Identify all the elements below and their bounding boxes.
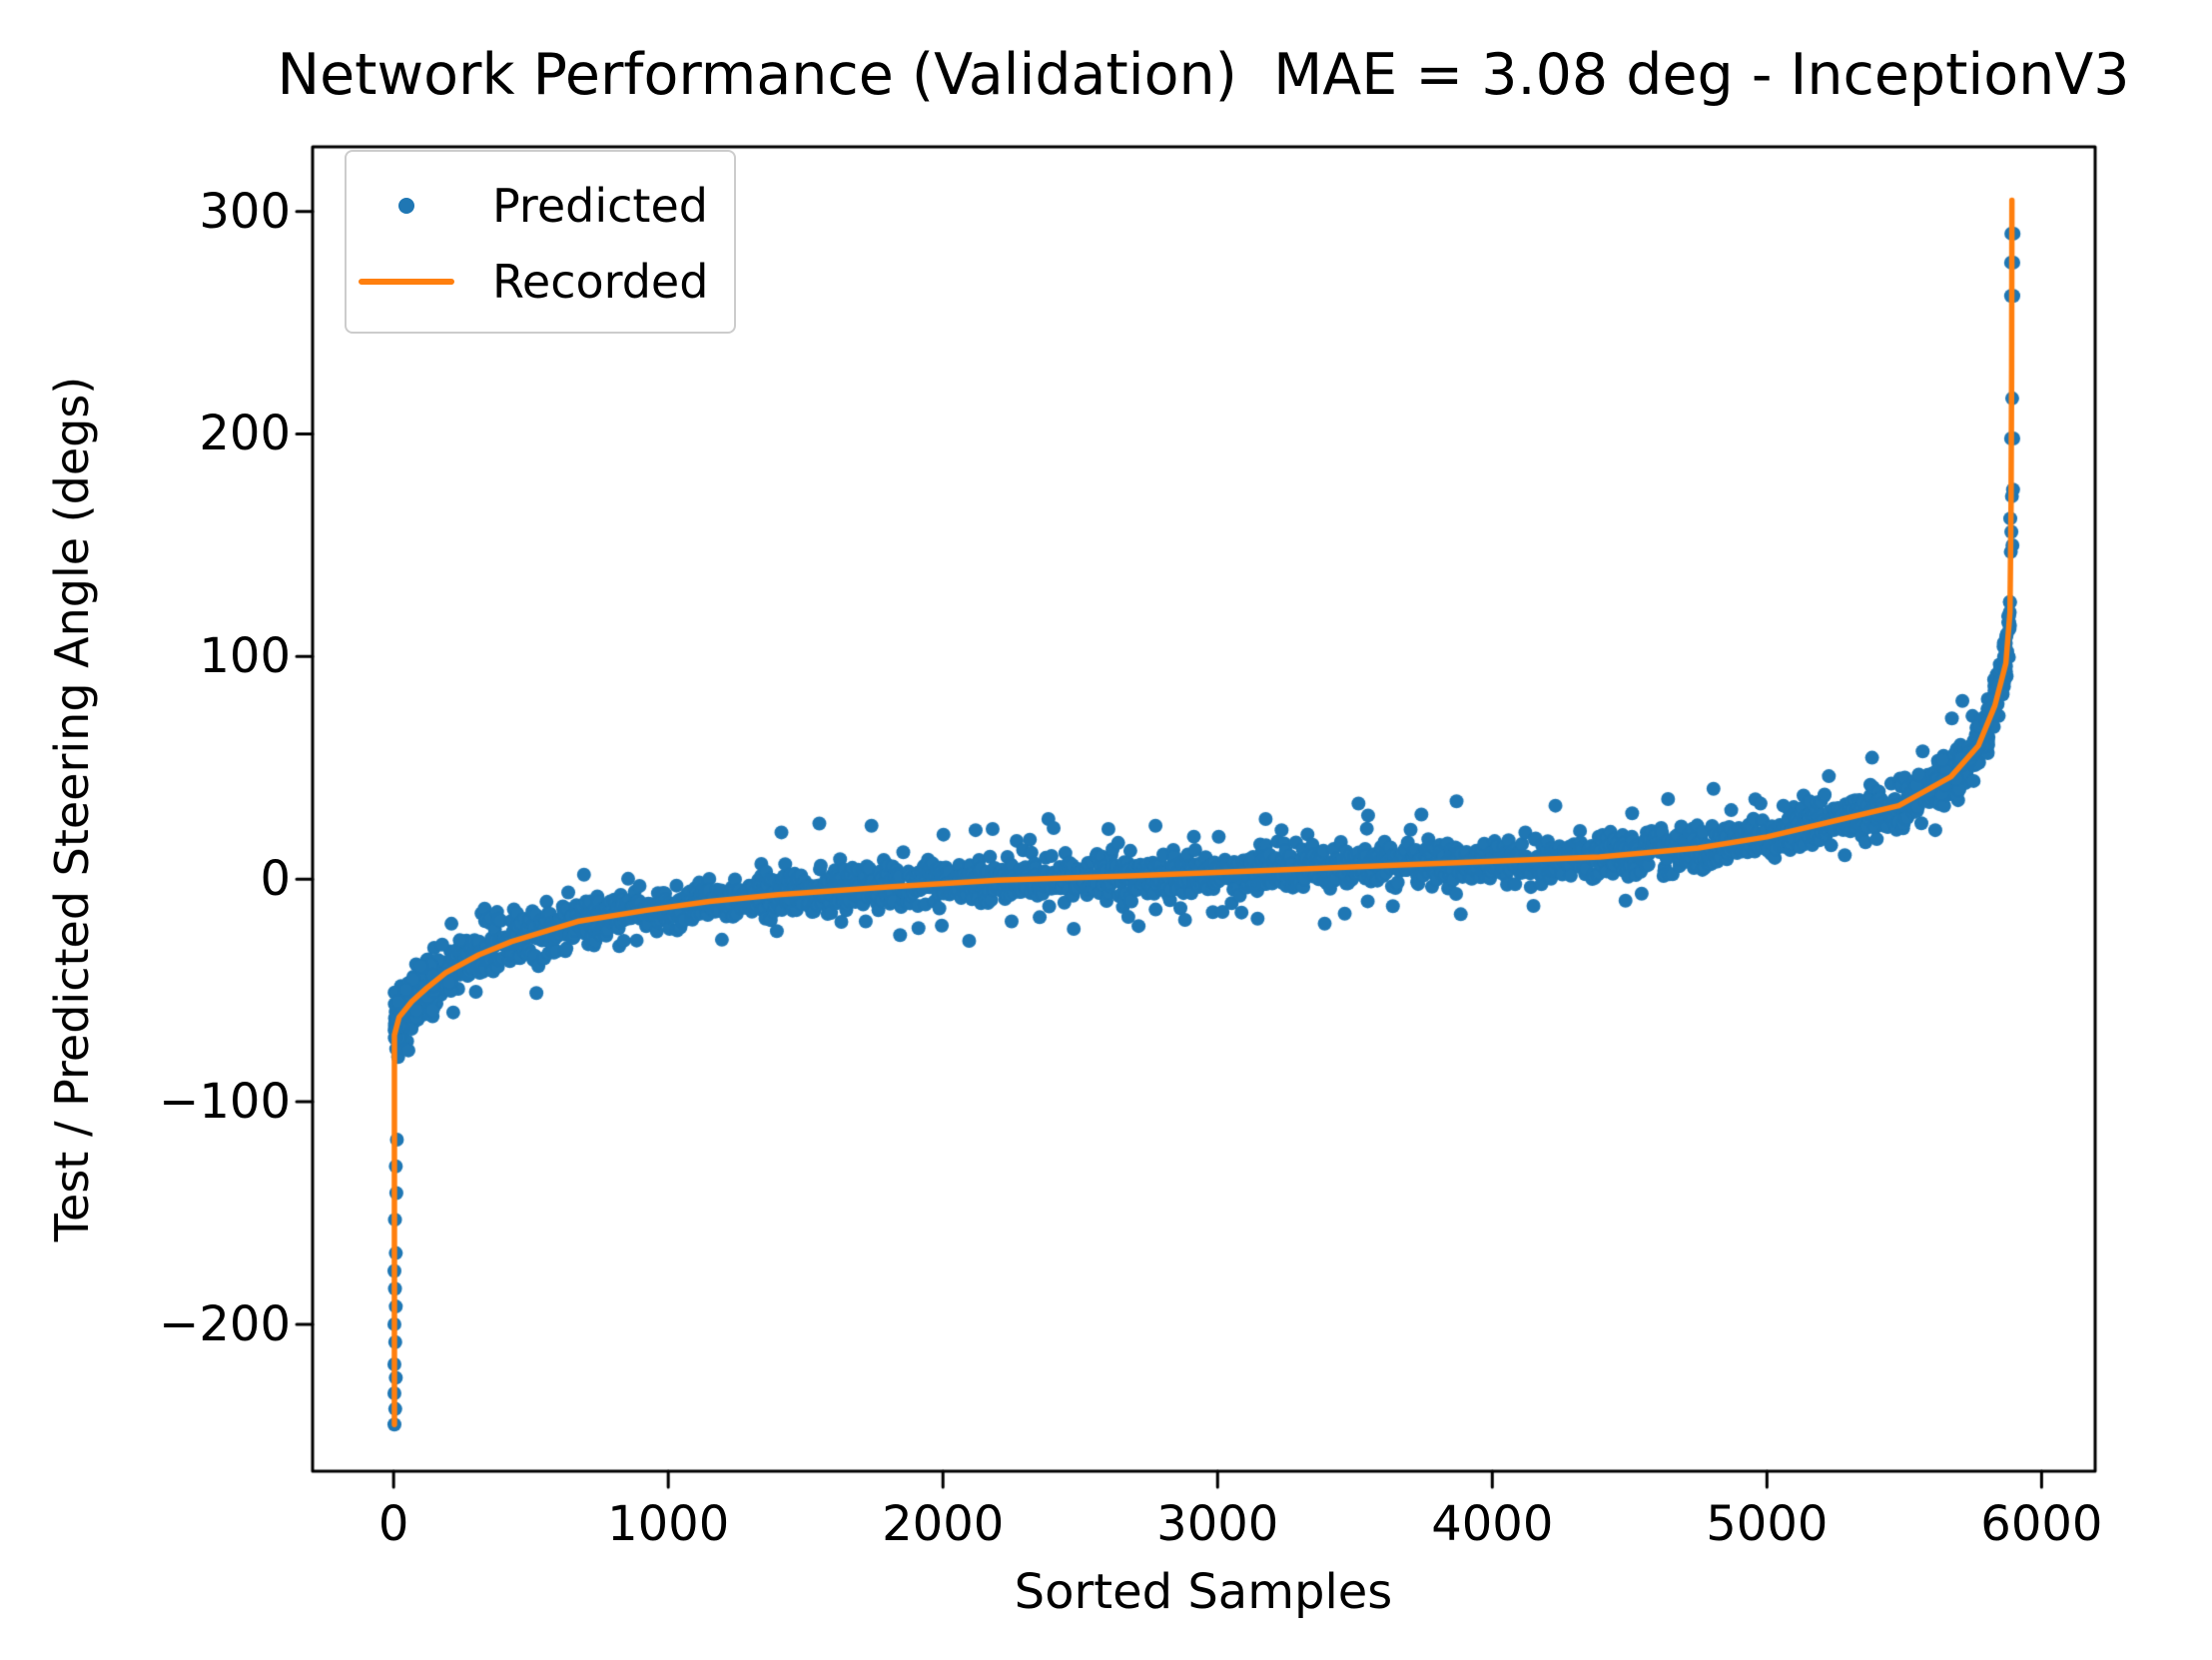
x-axis-label: Sorted Samples — [1014, 1564, 1393, 1620]
y-tick-label: −200 — [159, 1295, 291, 1352]
legend-label-recorded: Recorded — [492, 255, 709, 309]
x-tick-label: 4000 — [1431, 1496, 1554, 1552]
y-tick-label: 300 — [199, 183, 291, 240]
x-tick-label: 1000 — [607, 1496, 730, 1552]
scatter-dot-icon — [398, 198, 414, 214]
x-tick-label: 2000 — [882, 1496, 1005, 1552]
line-segment-icon — [359, 279, 454, 285]
x-tick-label: 6000 — [1980, 1496, 2103, 1552]
y-axis-label: Test / Predicted Steering Angle (degs) — [45, 376, 99, 1243]
y-tick-label: −100 — [159, 1074, 291, 1131]
legend-label-predicted: Predicted — [492, 179, 708, 233]
x-tick-label: 0 — [377, 1496, 409, 1552]
legend-item-recorded: Recorded — [347, 244, 734, 320]
y-tick-label: 200 — [199, 406, 291, 462]
y-tick-label: 0 — [260, 851, 291, 908]
chart-title: Network Performance (Validation) MAE = 3… — [277, 42, 2130, 108]
y-tick-label: 100 — [199, 628, 291, 685]
predicted-marker-icon — [347, 198, 466, 214]
x-tick-label: 3000 — [1156, 1496, 1279, 1552]
x-tick-label: 5000 — [1706, 1496, 1829, 1552]
recorded-marker-icon — [347, 279, 466, 285]
legend: Predicted Recorded — [345, 150, 736, 334]
legend-item-predicted: Predicted — [347, 168, 734, 244]
